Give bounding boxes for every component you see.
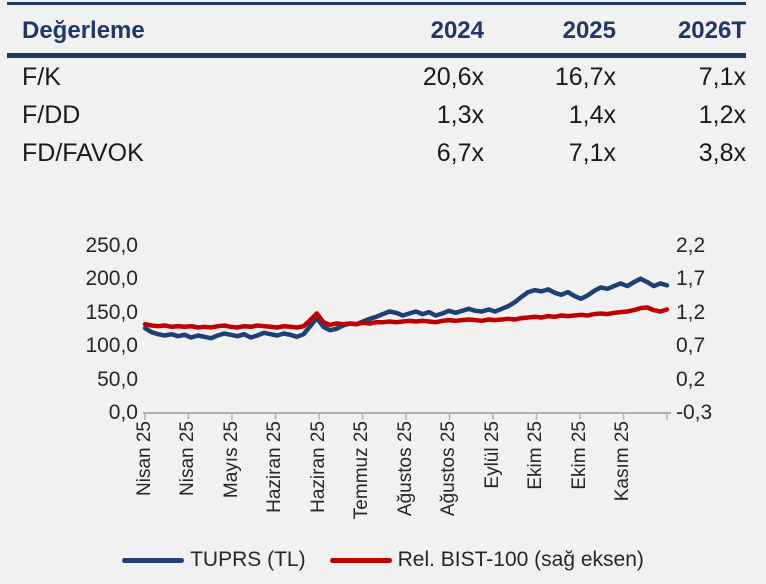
row-label: F/K	[22, 62, 61, 91]
y-axis-right-label: 1,7	[676, 267, 706, 290]
y-axis-right-label: -0,3	[676, 401, 713, 424]
x-axis-label: Haziran 25	[308, 421, 329, 513]
x-axis-label: Mayıs 25	[221, 421, 242, 499]
cell-value: 7,1x	[568, 138, 616, 167]
y-axis-left-label: 0,0	[108, 401, 138, 424]
x-axis-label: Eylül 25	[482, 421, 503, 489]
y-axis-left-label: 200,0	[85, 267, 138, 290]
x-axis-label: Nisan 25	[177, 421, 198, 496]
table-row: F/K 20,6x 16,7x 7,1x	[7, 58, 746, 96]
cell-value: 7,1x	[698, 62, 746, 91]
row-label: F/DD	[22, 100, 81, 129]
legend-label-rel-bist: Rel. BIST-100 (sağ eksen)	[397, 548, 644, 571]
col-header-2025: 2025	[562, 16, 616, 44]
x-axis-label: Ekim 25	[525, 421, 546, 490]
x-axis-label: Ağustos 25	[438, 421, 459, 517]
y-axis-right-label: 0,2	[676, 368, 706, 391]
cell-value: 16,7x	[554, 62, 616, 91]
x-axis-label: Nisan 25	[134, 421, 155, 496]
table-title: Değerleme	[22, 16, 145, 44]
row-label: FD/FAVOK	[22, 138, 144, 167]
cell-value: 3,8x	[698, 138, 746, 167]
cell-value: 1,3x	[436, 100, 484, 129]
y-axis-left-label: 100,0	[85, 334, 138, 357]
cell-value: 1,2x	[698, 100, 746, 129]
x-axis-label: Ağustos 25	[395, 421, 416, 517]
y-axis-right-label: 0,7	[676, 334, 706, 357]
table-row: FD/FAVOK 6,7x 7,1x 3,8x	[7, 134, 746, 172]
table-header-row: Değerleme 2024 2025 2026T	[7, 5, 746, 58]
y-axis-left-label: 150,0	[85, 301, 138, 324]
x-axis-label: Kasım 25	[612, 421, 633, 502]
series-line-rel-bist	[142, 305, 670, 330]
table-row: F/DD 1,3x 1,4x 1,2x	[7, 96, 746, 134]
cell-value: 1,4x	[568, 100, 616, 129]
y-axis-right-label: 1,2	[676, 301, 706, 324]
tuprs-line-swatch-icon	[122, 557, 185, 563]
y-axis-left-label: 50,0	[97, 368, 138, 391]
legend-label-tuprs: TUPRS (TL)	[190, 548, 306, 571]
col-header-2024: 2024	[430, 16, 484, 44]
x-axis-label: Temmuz 25	[351, 421, 372, 520]
chart-legend: TUPRS (TL) Rel. BIST-100 (sağ eksen)	[0, 548, 766, 572]
cell-value: 20,6x	[422, 62, 484, 91]
col-header-2026t: 2026T	[677, 16, 746, 44]
legend-item-tuprs: TUPRS (TL)	[122, 548, 306, 572]
rel-bist-line-swatch-icon	[329, 557, 392, 563]
x-axis-label: Haziran 25	[264, 421, 285, 513]
y-axis-right-label: 2,2	[676, 234, 706, 257]
series-line-tuprs	[142, 276, 670, 341]
x-axis-label: Ekim 25	[569, 421, 590, 490]
cell-value: 6,7x	[436, 138, 484, 167]
y-axis-left-label: 250,0	[85, 234, 138, 257]
legend-item-rel-bist: Rel. BIST-100 (sağ eksen)	[329, 548, 644, 572]
valuation-table: Değerleme 2024 2025 2026T F/K 20,6x 16,7…	[7, 2, 746, 172]
